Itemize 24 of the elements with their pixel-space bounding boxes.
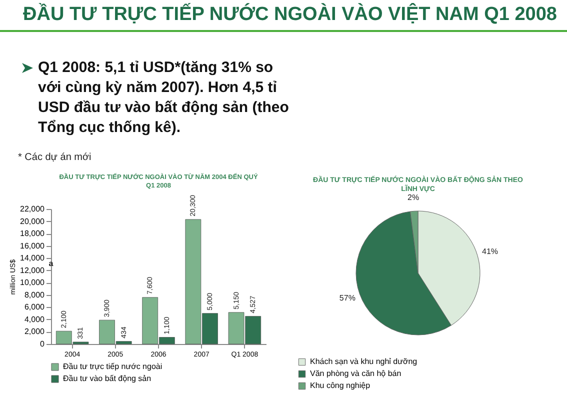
y-tick-label: 6,000: [24, 302, 46, 312]
y-tick-label: 20,000: [20, 216, 46, 226]
text: Q1 2008: 5,1 tỉ USD*(tăng 31% so với cùng kỳ năm 2007). Hơn 4,5 tỉ USD đầu tư vào bất động sản (theo Tổng cục thống kê).: [38, 58, 290, 138]
y-tick-label: 12,000: [20, 266, 46, 275]
y-tick-label: 4,000: [24, 314, 46, 324]
y-tick-label: 10,000: [20, 278, 46, 288]
text: * Các dự án mới: [18, 152, 92, 163]
y-tick-label: 18,000: [20, 229, 46, 238]
legend-label: Văn phòng và căn hộ bán: [310, 369, 402, 378]
data-label: 2%: [408, 193, 420, 202]
legend-label: Đầu tư trực tiếp nước ngoài: [63, 362, 162, 371]
annotation: a: [48, 259, 54, 268]
legend-label: Đầu tư vào bất động sản: [63, 374, 152, 383]
legend-label: Khu công nghiệp: [310, 381, 371, 390]
y-tick-label: 22,000: [20, 204, 46, 214]
y-tick-label: 8,000: [24, 290, 46, 300]
data-label: 57%: [339, 293, 356, 302]
text: ĐẦU TƯ TRỰC TIẾP NƯỚC NGOÀI VÀO VIỆT NAM Q1 2008: [23, 4, 557, 26]
data-label: 41%: [482, 247, 498, 256]
y-tick-label: 2,000: [24, 327, 46, 336]
y-tick-label: 14,000: [20, 254, 46, 263]
y-tick-label: 16,000: [20, 241, 46, 250]
y-tick-label: 0: [40, 340, 46, 348]
legend-label: Khách sạn và khu nghỉ dưỡng: [310, 357, 418, 366]
